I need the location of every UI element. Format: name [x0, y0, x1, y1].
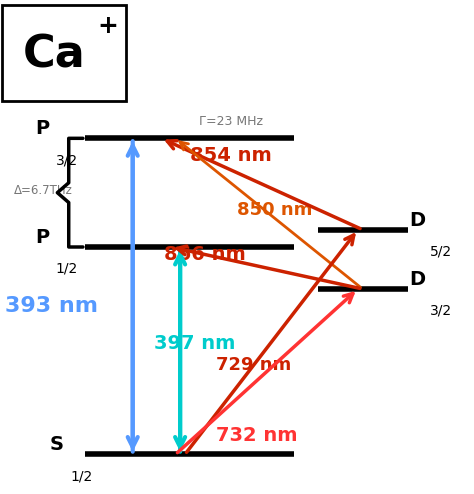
Text: 732 nm: 732 nm [216, 426, 297, 445]
Text: 397 nm: 397 nm [154, 334, 236, 353]
Text: 1/2: 1/2 [70, 469, 92, 483]
Text: 3/2: 3/2 [430, 304, 453, 318]
Text: S: S [50, 436, 64, 454]
Text: 1/2: 1/2 [56, 262, 78, 276]
Text: D: D [409, 270, 425, 289]
Text: 3/2: 3/2 [56, 153, 78, 167]
Text: 393 nm: 393 nm [5, 296, 98, 316]
Text: P: P [36, 228, 50, 247]
FancyBboxPatch shape [2, 5, 126, 101]
Text: 866 nm: 866 nm [164, 245, 245, 264]
Text: +: + [97, 14, 118, 38]
Text: D: D [409, 211, 425, 230]
Text: P: P [36, 120, 50, 138]
Text: 854 nm: 854 nm [190, 146, 271, 165]
Text: 850 nm: 850 nm [237, 201, 312, 219]
Text: 729 nm: 729 nm [216, 356, 291, 373]
Text: Δ=6.7THz: Δ=6.7THz [14, 184, 73, 197]
Text: Γ=23 MHz: Γ=23 MHz [199, 115, 263, 127]
Text: 5/2: 5/2 [430, 245, 453, 258]
Text: Ca: Ca [23, 34, 86, 77]
